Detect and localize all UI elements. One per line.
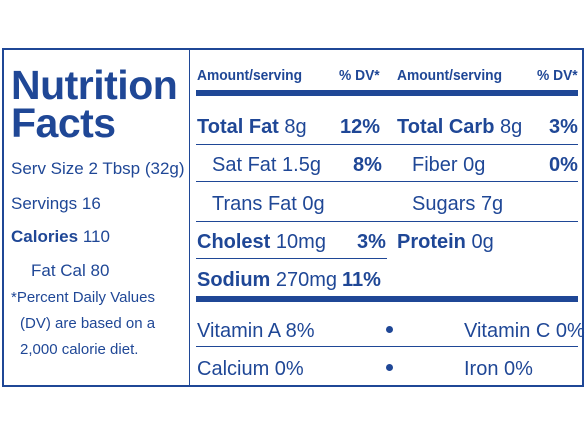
sodium: Sodium 270mg xyxy=(197,270,337,290)
bullet-dot xyxy=(386,364,393,371)
total-fat-label: Total Fat xyxy=(197,116,279,138)
row-rule xyxy=(196,221,578,222)
title-nutrition: Nutrition xyxy=(11,62,178,108)
cholesterol-dv: 3% xyxy=(357,231,386,253)
header-amount: Amount/serving xyxy=(197,67,303,84)
fat-calories: Fat Cal 80 xyxy=(31,261,110,280)
sat-fat-dv: 8% xyxy=(353,154,382,176)
header-dv: % DV* xyxy=(339,67,380,84)
protein-label: Protein xyxy=(397,231,466,253)
fiber: Fiber 0g xyxy=(412,155,485,175)
sodium-dv: 11% xyxy=(342,269,381,291)
row-rule xyxy=(196,181,578,182)
bullet-dot xyxy=(386,326,393,333)
header-rule xyxy=(196,90,578,96)
calories-value: 110 xyxy=(82,227,110,246)
serving-size: Serv Size 2 Tbsp (32g) xyxy=(11,159,185,178)
total-carb-dv: 3% xyxy=(549,116,578,138)
sodium-amount: 270mg xyxy=(275,269,338,291)
calories-label: Calories xyxy=(11,227,79,246)
sugars-amount: 7g xyxy=(480,193,504,215)
trans-fat: Trans Fat 0g xyxy=(212,194,325,214)
sugars-label: Sugars xyxy=(412,193,476,215)
total-fat-dv: 12% xyxy=(340,116,381,138)
total-carb: Total Carb 8g xyxy=(397,117,522,137)
iron: Iron 0% xyxy=(464,358,533,380)
footnote-line2: (DV) are based on a xyxy=(20,315,156,332)
footnote-line1: *Percent Daily Values xyxy=(11,289,155,306)
total-carb-label: Total Carb xyxy=(397,116,495,138)
vitamin-c: Vitamin C 0% xyxy=(464,320,585,342)
fiber-dv: 0% xyxy=(549,154,578,176)
cholesterol-amount: 10mg xyxy=(275,231,326,253)
sat-fat-amount: 1.5g xyxy=(282,154,321,176)
total-fat-amount: 8g xyxy=(284,116,307,138)
cholesterol-label: Cholest xyxy=(197,231,271,253)
calories: Calories 110 xyxy=(11,228,110,245)
header-amount-2: Amount/serving xyxy=(397,67,503,84)
cholesterol: Cholest 10mg xyxy=(197,232,326,252)
nutrition-facts-label: Nutrition Facts Serv Size 2 Tbsp (32g) S… xyxy=(2,48,585,387)
sugars: Sugars 7g xyxy=(412,194,503,214)
row-rule xyxy=(196,258,387,259)
header-dv-2: % DV* xyxy=(537,67,578,84)
sodium-label: Sodium xyxy=(197,269,271,291)
fiber-label: Fiber xyxy=(412,154,458,176)
servings: Servings 16 xyxy=(11,194,101,213)
vitamin-rule xyxy=(196,296,578,302)
vitamin-a: Vitamin A 8% xyxy=(197,320,315,342)
sat-fat: Sat Fat 1.5g xyxy=(212,155,321,175)
row-rule xyxy=(196,144,578,145)
title-facts: Facts xyxy=(11,100,116,146)
footnote-line3: 2,000 calorie diet. xyxy=(20,341,139,358)
protein: Protein 0g xyxy=(397,232,494,252)
trans-fat-label: Trans Fat xyxy=(212,193,297,215)
sat-fat-label: Sat Fat xyxy=(212,154,277,176)
row-rule xyxy=(196,346,578,347)
total-fat: Total Fat 8g xyxy=(197,117,307,137)
panel-divider xyxy=(189,50,190,385)
calcium: Calcium 0% xyxy=(197,358,304,380)
total-carb-amount: 8g xyxy=(499,116,523,138)
fiber-amount: 0g xyxy=(463,154,486,176)
trans-fat-amount: 0g xyxy=(302,193,325,215)
protein-amount: 0g xyxy=(471,231,494,253)
